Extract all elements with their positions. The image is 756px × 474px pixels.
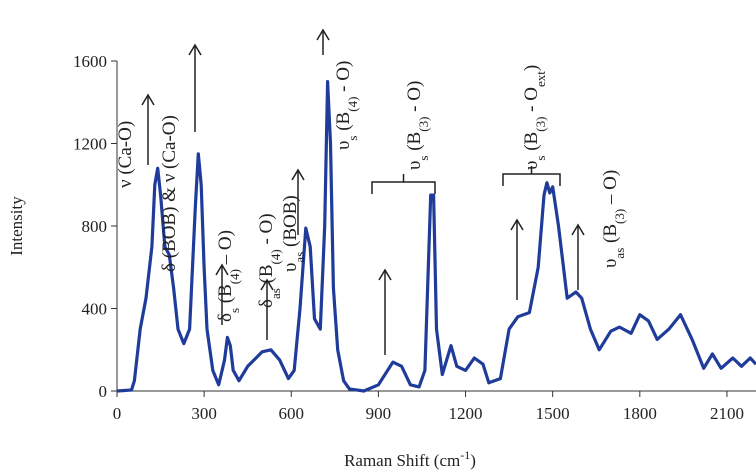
y-tick-label: 800 — [82, 217, 108, 236]
annotation: δas (B(4) - O) — [256, 213, 283, 308]
annotation-part: as — [292, 252, 307, 263]
arrow-head — [571, 223, 585, 236]
annotation-part: (B — [256, 264, 277, 288]
annotation-part: (B — [521, 132, 542, 156]
annotation-part: (B — [215, 284, 236, 308]
arrow-head — [378, 268, 392, 281]
annotation-part: s — [227, 308, 242, 313]
annotation-part: υ — [600, 259, 621, 268]
x-axis-label-part: Raman Shift (cm — [344, 451, 460, 470]
arrow-head — [215, 263, 229, 276]
annotation: υs (B(3) - Oext) — [521, 65, 548, 170]
annotation-part: as — [268, 288, 283, 299]
annotation-part: - O) — [404, 81, 425, 117]
annotation-part: (B — [404, 132, 425, 156]
annotation-part: ν (Ca-O) — [115, 121, 136, 188]
annotation: δ (BOB) & ν (Ca-O) — [159, 115, 180, 272]
arrow-head — [316, 28, 330, 41]
x-tick-label: 1500 — [536, 404, 570, 423]
annotation-part: – O) — [600, 170, 621, 209]
y-axis-label: Intensity — [7, 196, 26, 256]
annotation-part: (BOB) — [280, 195, 301, 251]
annotation-part: υ — [333, 141, 354, 150]
arrow-head — [510, 218, 524, 231]
arrow-head — [260, 278, 274, 291]
annotation: δs (B(4) – O) — [215, 230, 242, 322]
spectrum-line — [116, 80, 756, 393]
annotation-part: (B — [600, 224, 621, 248]
x-tick-label: 1800 — [623, 404, 657, 423]
annotation-part: s — [416, 156, 431, 161]
annotation-part: υ — [280, 263, 301, 272]
annotation-part: δ (BOB) & ν (Ca-O) — [159, 115, 180, 272]
arrow-head — [291, 168, 305, 181]
annotation-part: (4) — [227, 269, 242, 284]
annotation: ν (Ca-O) — [115, 121, 136, 188]
annotation-part: (4) — [345, 97, 360, 112]
annotation-part: - O — [521, 87, 542, 117]
annotation: υs (B(3) - O) — [404, 81, 431, 170]
annotation-part: ext — [533, 71, 548, 87]
y-tick-label: 1600 — [73, 52, 107, 71]
annotation: υas (B(3) – O) — [600, 170, 627, 268]
bracket — [371, 174, 436, 194]
annotation-part: δ — [215, 313, 236, 322]
annotation: υs (B(4) - O) — [333, 61, 360, 150]
annotation-part: - O) — [256, 213, 277, 249]
x-tick-label: 1200 — [449, 404, 483, 423]
annotation-part: s — [533, 156, 548, 161]
y-tick-label: 400 — [82, 300, 108, 319]
x-axis-label-part: ) — [470, 451, 476, 470]
x-tick-label: 600 — [279, 404, 305, 423]
arrow-head — [188, 43, 202, 56]
x-tick-label: 900 — [366, 404, 392, 423]
x-axis-label-part: -1 — [460, 448, 470, 462]
annotation-part: (3) — [612, 209, 627, 224]
annotation-part: (3) — [533, 117, 548, 132]
bracket — [502, 166, 561, 186]
x-axis-label: Raman Shift (cm-1) — [344, 448, 476, 470]
annotation-part: (B — [333, 112, 354, 136]
annotation: υas (BOB) — [280, 195, 307, 272]
annotation-part: s — [345, 136, 360, 141]
annotation-part: as — [612, 248, 627, 259]
y-tick-label: 1200 — [73, 135, 107, 154]
annotation-part: (3) — [416, 117, 431, 132]
x-tick-label: 2100 — [710, 404, 744, 423]
x-tick-label: 0 — [113, 404, 122, 423]
annotation-part: – O) — [215, 230, 236, 269]
annotation-part: υ — [404, 161, 425, 170]
annotation-part: - O) — [333, 61, 354, 97]
arrow-head — [141, 93, 155, 106]
annotation-part: υ — [521, 161, 542, 170]
annotation-part: (4) — [268, 249, 283, 264]
x-tick-label: 300 — [191, 404, 217, 423]
annotation-part: ) — [521, 65, 542, 71]
y-tick-label: 0 — [99, 382, 108, 401]
